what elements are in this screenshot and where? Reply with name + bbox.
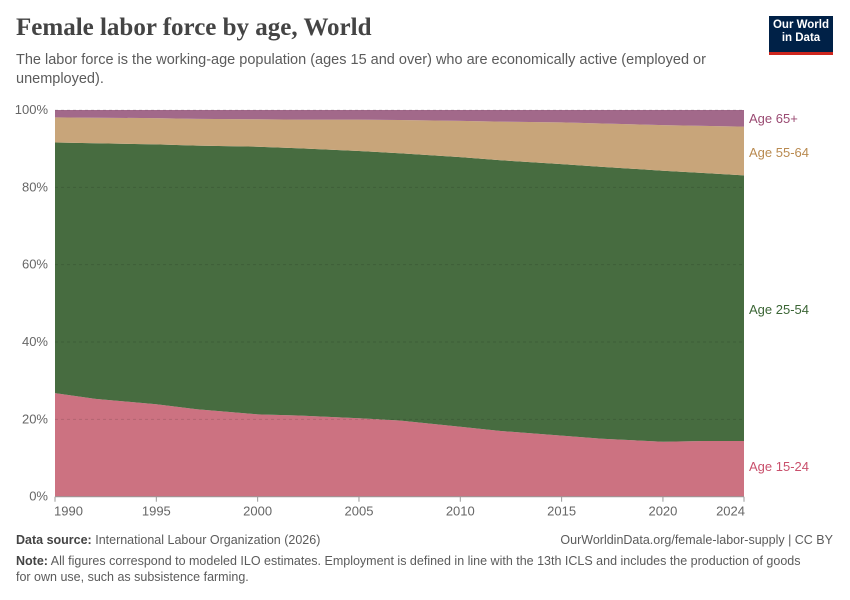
stacked-area-chart: 0% 20% 40% 60% 80% 100% 1990 1995 2000 2005 2010 20… — [15, 102, 809, 519]
x-tick-label: 2020 — [648, 504, 677, 519]
source-label: Data source: — [16, 533, 92, 547]
area-age-65- — [55, 110, 744, 127]
data-source: Data source: International Labour Organi… — [16, 533, 320, 547]
x-tick-label: 2005 — [345, 504, 374, 519]
source-text: International Labour Organization (2026) — [95, 533, 321, 547]
series-label: Age 25-54 — [749, 302, 809, 317]
x-tick-label: 2015 — [547, 504, 576, 519]
owid-logo[interactable]: Our World in Data — [769, 16, 833, 55]
series-label: Age 65+ — [749, 111, 798, 126]
y-tick-label: 60% — [22, 257, 48, 272]
area-age-15-24 — [55, 393, 744, 497]
x-tick-label: 1990 — [54, 504, 83, 519]
series-label: Age 15-24 — [749, 459, 809, 474]
x-tick-label: 2000 — [243, 504, 272, 519]
chart-subtitle: The labor force is the working-age popul… — [16, 52, 706, 87]
area-age-25-54 — [55, 142, 744, 442]
y-tick-label: 100% — [15, 102, 49, 117]
area-age-55-64 — [55, 117, 744, 176]
logo-line-2: in Data — [781, 32, 821, 44]
y-tick-label: 20% — [22, 411, 48, 426]
logo-line-1: Our World — [772, 19, 829, 31]
note-text: All figures correspond to modeled ILO es… — [16, 554, 801, 584]
chart-title: Female labor force by age, World — [16, 14, 372, 41]
y-tick-label: 80% — [22, 179, 48, 194]
x-tick-label: 2010 — [446, 504, 475, 519]
x-tick-label: 2024 — [716, 504, 745, 519]
series-label: Age 55-64 — [749, 145, 809, 160]
y-tick-label: 0% — [29, 489, 48, 504]
note-label: Note: — [16, 554, 48, 568]
y-tick-label: 40% — [22, 334, 48, 349]
x-tick-label: 1995 — [142, 504, 171, 519]
chart-note: Note: All figures correspond to modeled … — [16, 553, 806, 585]
source-url[interactable]: OurWorldinData.org/female-labor-supply |… — [560, 533, 833, 547]
